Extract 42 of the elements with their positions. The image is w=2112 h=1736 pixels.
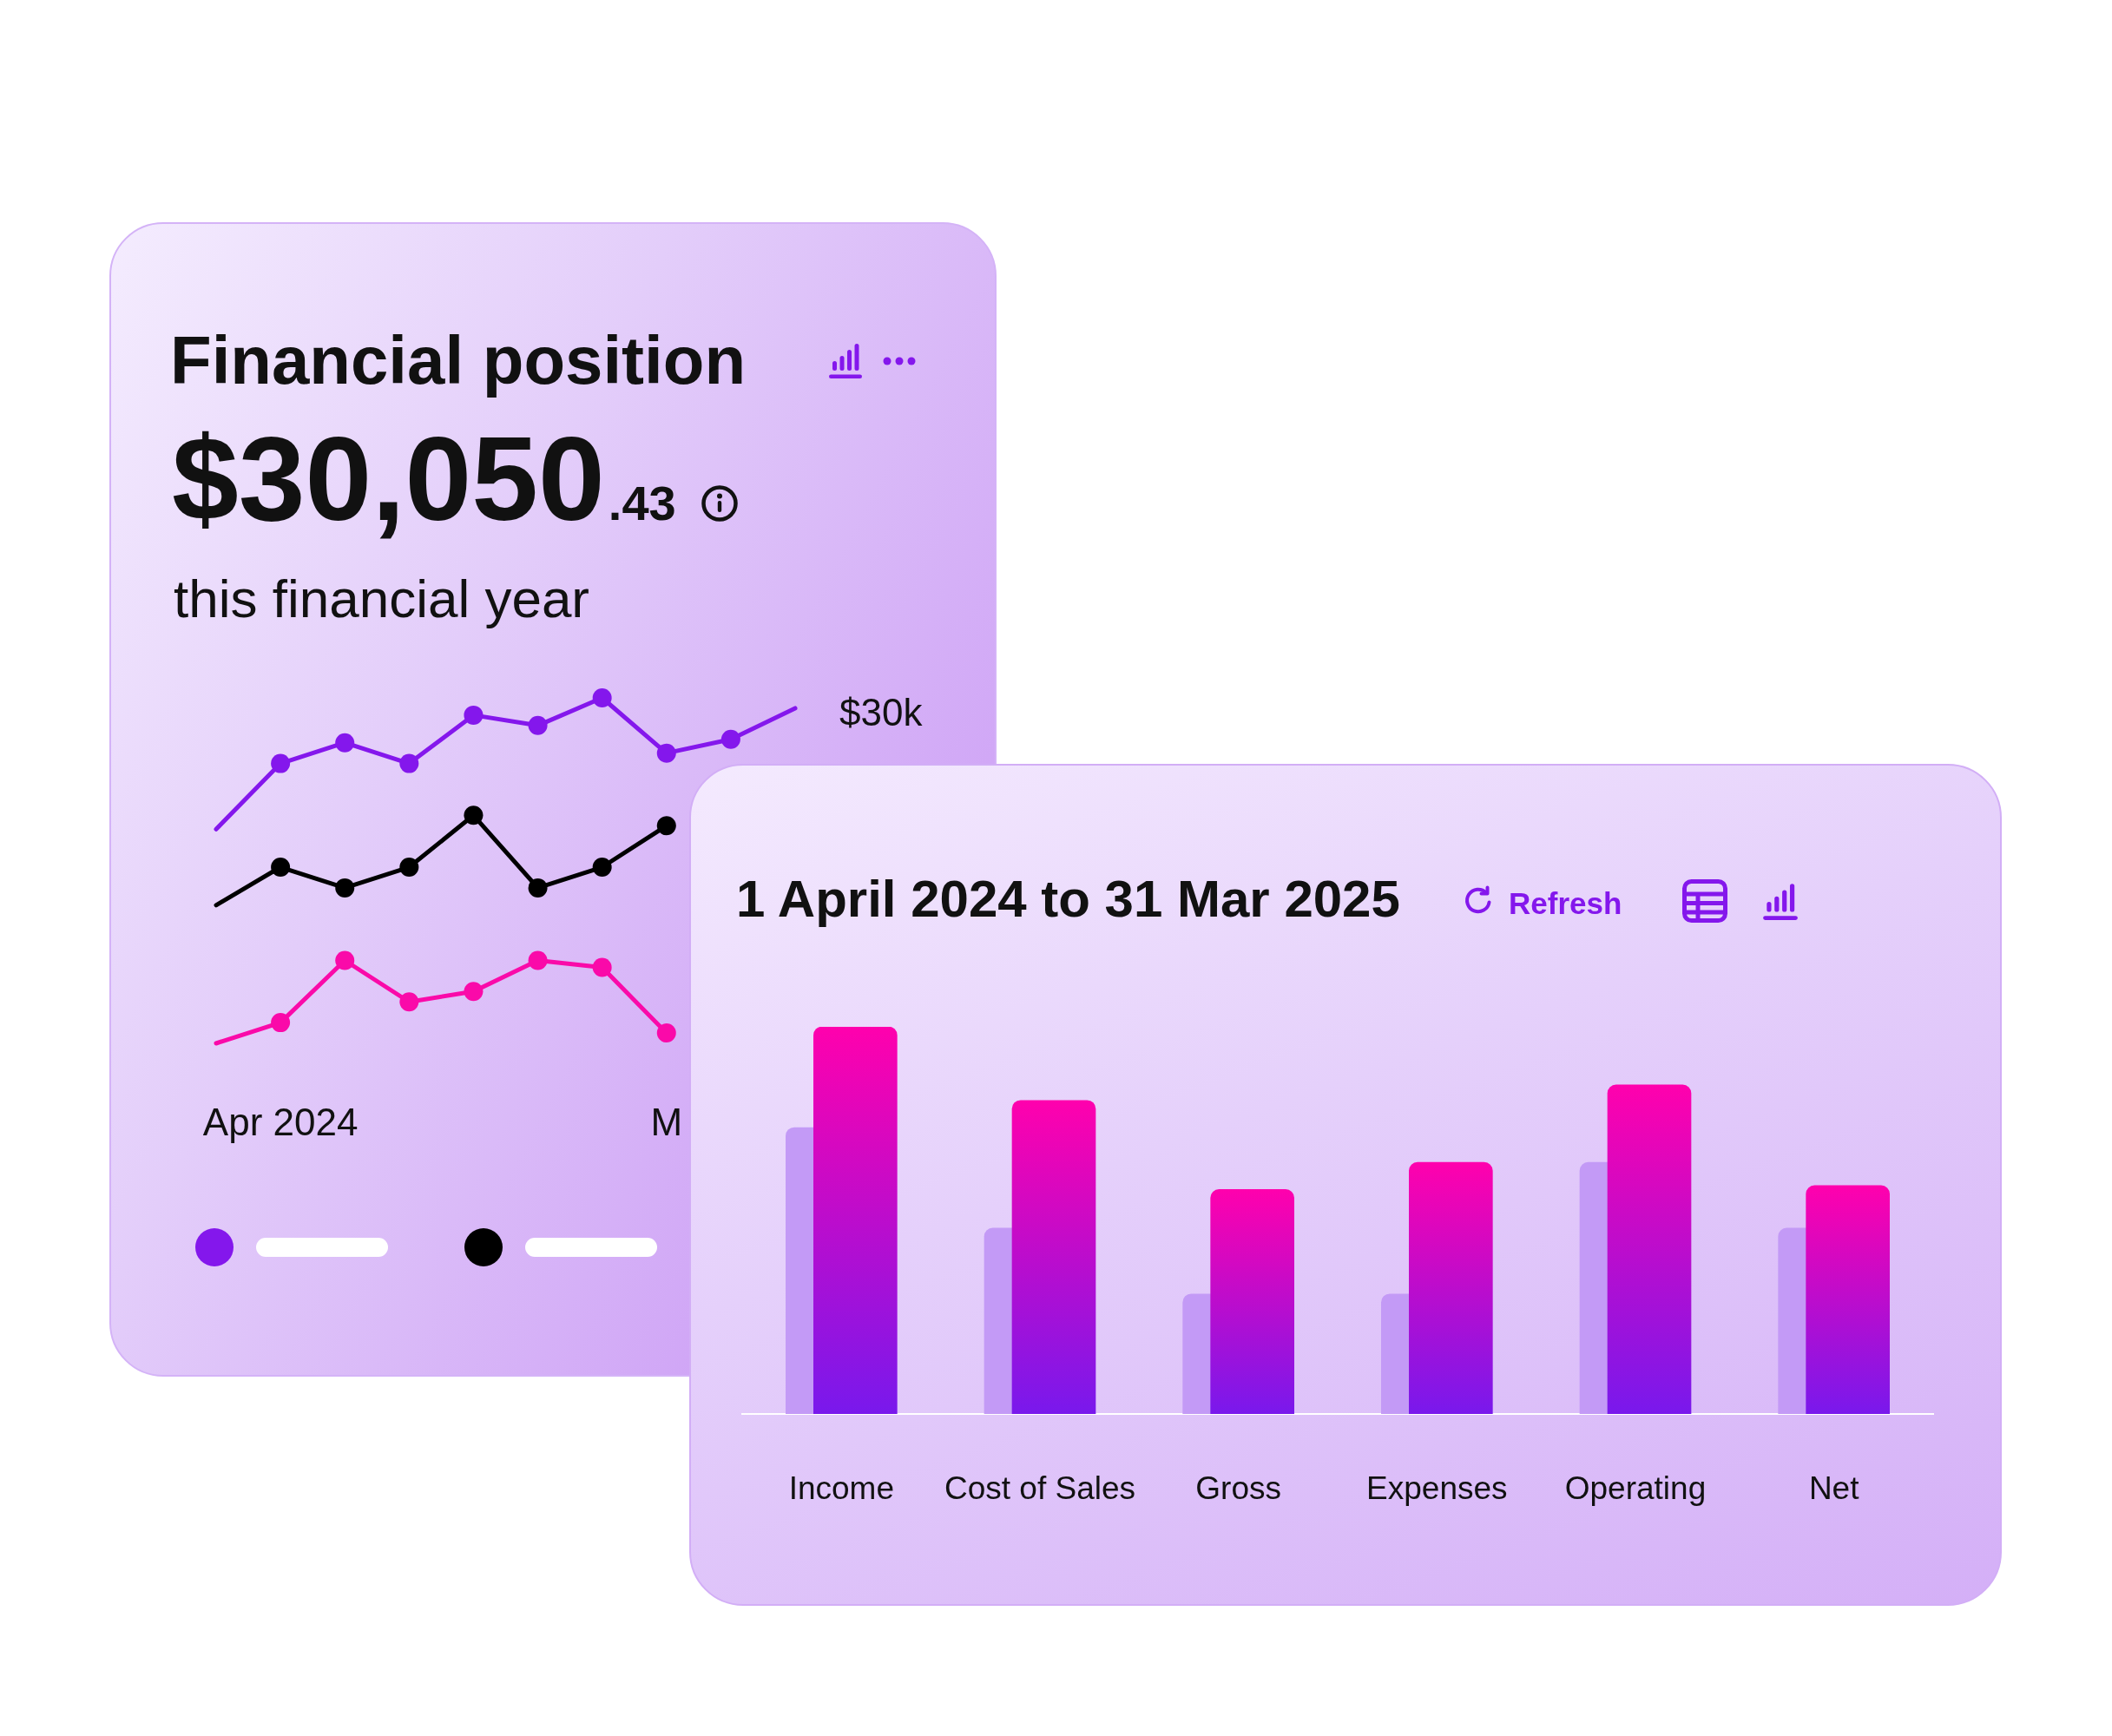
x-tick-label: Apr 2024 — [202, 1100, 359, 1143]
x-tick-label: M — [650, 1100, 683, 1143]
point — [464, 705, 484, 725]
point — [592, 688, 612, 707]
point — [528, 878, 548, 898]
chart-subtitle: $30,050.43 — [172, 411, 676, 547]
point — [592, 957, 612, 977]
point — [656, 743, 676, 763]
point — [592, 858, 612, 878]
bar — [1409, 1161, 1493, 1414]
chart-title: 1 April 2024 to 31 Mar 2025 — [736, 869, 1400, 929]
x-tick-label: Expenses — [1366, 1470, 1508, 1507]
x-tick-label: Operating — [1564, 1470, 1707, 1507]
bar — [813, 1027, 898, 1414]
text: $30k — [839, 691, 924, 734]
point — [399, 992, 419, 1012]
bar — [1210, 1188, 1294, 1414]
point — [720, 729, 740, 749]
point — [271, 1013, 291, 1033]
point — [399, 753, 419, 773]
point — [656, 816, 676, 836]
point — [335, 733, 355, 753]
bar — [1806, 1185, 1890, 1414]
x-tick-label: Income — [788, 1470, 895, 1507]
point — [399, 858, 419, 878]
x-tick-label: Net — [1808, 1470, 1860, 1507]
text: this financial year — [174, 568, 590, 629]
point — [464, 982, 484, 1002]
point — [271, 858, 291, 878]
text: Refresh — [1509, 886, 1622, 921]
point — [656, 1023, 676, 1043]
point — [335, 878, 355, 898]
point — [528, 950, 548, 970]
point — [528, 715, 548, 735]
x-tick-label: Cost of Sales — [944, 1470, 1136, 1507]
bar — [1011, 1100, 1096, 1414]
point — [271, 753, 291, 773]
bar — [1607, 1084, 1692, 1414]
x-tick-label: Gross — [1195, 1470, 1282, 1507]
chart-title: Financial position — [170, 321, 747, 400]
point — [335, 950, 355, 970]
point — [464, 806, 484, 825]
